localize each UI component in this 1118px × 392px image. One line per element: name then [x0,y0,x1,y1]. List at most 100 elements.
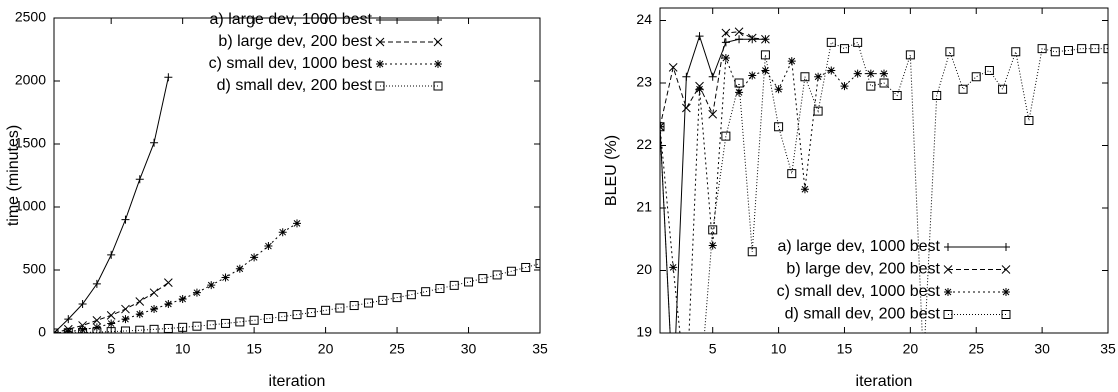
marker [708,72,717,81]
marker [827,66,836,75]
marker [761,66,770,75]
marker [321,305,331,315]
marker [853,69,862,78]
marker [761,34,770,44]
marker [708,109,718,119]
marker [164,73,173,82]
marker [721,28,731,38]
marker [813,106,823,116]
y-tick-label: 1500 [15,135,46,151]
marker [92,279,101,288]
legend-marker [434,60,442,68]
marker [668,63,678,72]
legend-label: a) large dev, 1000 best [210,11,373,28]
x-tick-label: 35 [1100,341,1116,357]
marker [721,131,731,141]
marker [178,294,187,303]
plot-series [660,27,1108,333]
marker [866,69,875,78]
legend-marker [1002,243,1010,251]
legend-marker [375,81,385,91]
marker [748,35,757,44]
marker [774,122,784,132]
marker [1011,47,1021,57]
marker [150,305,159,314]
marker [335,303,345,313]
marker [840,82,849,91]
marker [221,273,230,282]
marker [535,259,540,269]
y-tick-label: 19 [636,324,652,340]
marker [735,88,744,97]
marker [135,310,144,319]
marker [787,57,796,66]
marker [78,327,88,333]
legend-marker [433,37,443,47]
marker [164,300,173,309]
marker [984,66,994,75]
marker [78,325,87,333]
marker [826,37,836,47]
marker [1090,44,1100,54]
marker [506,266,516,276]
marker [78,300,87,309]
marker [721,54,730,62]
marker [1063,46,1073,55]
y-tick-label: 22 [636,136,652,152]
legend-label: a) large dev, 1000 best [778,238,941,255]
marker [866,81,876,91]
marker [235,264,244,273]
plot-frame [659,7,1109,334]
plot-frame [53,17,541,334]
marker [106,327,116,333]
marker [695,32,704,41]
marker [1024,116,1034,125]
marker [206,320,216,330]
marker [349,301,359,311]
marker [905,50,915,60]
marker [1037,44,1047,54]
marker [735,35,744,44]
marker [135,325,145,333]
legend-marker [434,16,442,24]
marker [747,33,757,43]
marker [892,91,902,100]
marker [64,315,73,324]
marker [306,308,316,318]
marker [121,304,130,314]
marker [880,69,888,78]
marker [107,250,116,259]
marker [521,262,531,272]
marker [464,277,474,287]
x-tick-label: 10 [175,341,191,357]
marker [669,263,678,272]
plot-series [54,73,540,333]
x-tick-label: 20 [318,341,334,357]
legend-marker [376,16,384,24]
legend-marker [944,288,952,296]
y-tick-label: 1000 [15,198,46,214]
marker [814,72,823,81]
x-tick-label: 10 [771,341,787,357]
marker [879,78,889,88]
legend-marker [943,310,953,319]
marker [449,280,459,290]
marker [92,327,102,333]
marker [971,72,981,82]
marker [121,315,130,324]
legend-label: d) small dev, 200 best [217,77,373,94]
marker [721,38,730,47]
marker [708,225,718,235]
marker [760,50,770,60]
marker [853,37,863,47]
legend-marker [375,37,385,47]
legend-marker [376,60,384,68]
y-tick-label: 2000 [15,72,46,88]
marker [278,312,288,322]
marker [207,281,216,290]
marker [363,298,373,308]
marker [734,27,744,37]
x-tick-label: 30 [461,341,477,357]
marker [149,288,159,298]
